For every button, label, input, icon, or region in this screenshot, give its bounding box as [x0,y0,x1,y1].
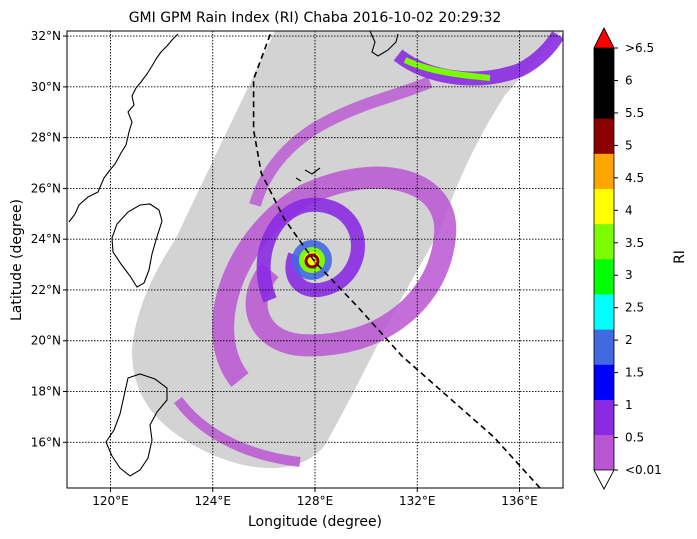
storm-track [252,31,541,488]
x-tick-label: 132°E [399,494,436,508]
coastlines [68,31,399,477]
colorbar-bin [594,223,614,260]
colorbar-tick-label: 5 [625,138,633,152]
rain-band-north [249,76,433,207]
colorbar-tick-label: 6 [625,73,633,87]
coastline-kyushu [369,31,399,57]
colorbar-bin [594,294,614,330]
colorbar-bin [594,48,614,84]
rain-band-northeast-core [403,57,491,81]
colorbar-bin [594,188,614,225]
colorbar: <0.01 0.5 1 1.5 2 2.5 3 3.5 4 4.5 5 5.5 6 >6.5 [593,27,662,490]
colorbar-label: RI [672,250,688,264]
colorbar-bin [594,83,614,119]
colorbar-bin [594,434,614,471]
x-tick-label: 124°E [194,494,231,508]
colorbar-tick-label: 2 [625,333,633,347]
eye-ring [304,253,320,269]
colorbar-tick-label: 4 [625,203,633,217]
colorbar-bin [594,329,614,365]
colorbar-bin [594,364,614,400]
y-tick-label: 26°N [31,181,61,195]
x-axis-label: Longitude (degree) [248,514,382,530]
colorbar-bin [594,118,614,154]
colorbar-tick-label: 1 [625,398,633,412]
x-tick-label: 128°E [297,494,334,508]
colorbar-tick-label: >6.5 [625,41,654,55]
coastline-ryukyu [295,167,321,182]
rain-band-south [173,396,301,467]
colorbar-under-arrow [593,469,615,490]
grid-lines [67,31,563,488]
rain-band-outer [212,166,457,387]
x-tick-label: 120°E [92,494,129,508]
colorbar-bin [594,153,614,189]
y-axis: 16°N 18°N 20°N 22°N 24°N 26°N 28°N 30°N 32°N [31,29,67,449]
y-tick-label: 28°N [31,131,61,145]
y-tick-label: 20°N [31,334,61,348]
y-tick-label: 16°N [31,435,61,449]
y-tick-label: 32°N [31,29,61,43]
colorbar-over-arrow [593,27,615,49]
x-tick-label: 136°E [501,494,538,508]
coastline-china [68,33,179,223]
colorbar-tick-label: 3.5 [625,236,644,250]
y-tick-label: 24°N [31,232,61,246]
colorbar-tick-label: 3 [625,268,633,282]
colorbar-tick-label: 4.5 [625,171,644,185]
y-tick-label: 18°N [31,385,61,399]
colorbar-bin [594,259,614,295]
y-tick-label: 22°N [31,283,61,297]
colorbar-tick-label: 5.5 [625,106,644,120]
rain-bands [173,31,563,467]
chart-title: GMI GPM Rain Index (RI) Chaba 2016-10-02… [129,10,502,26]
colorbar-tick-label: 1.5 [625,366,644,380]
colorbar-tick-label: 0.5 [625,431,644,445]
colorbar-tick-label: <0.01 [625,463,662,477]
coastline-taiwan [111,203,163,288]
rain-band-inner [256,197,365,303]
y-tick-label: 30°N [31,80,61,94]
colorbar-tick-label: 2.5 [625,301,644,315]
y-axis-label: Latitude (degree) [9,199,25,321]
x-axis: 120°E 124°E 128°E 132°E 136°E [92,488,538,508]
coastline-luzon [105,373,168,477]
plot-content [67,31,563,488]
colorbar-bin [594,399,614,436]
